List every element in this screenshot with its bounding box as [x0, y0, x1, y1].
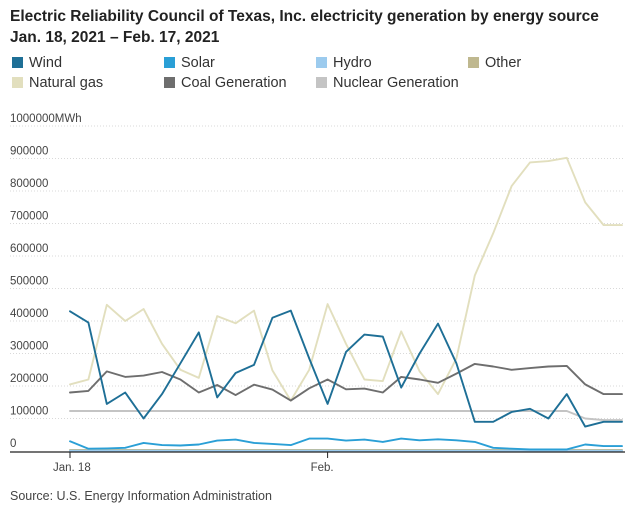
- chart-title: Electric Reliability Council of Texas, I…: [10, 8, 599, 46]
- legend-label-hydro: Hydro: [333, 55, 372, 71]
- legend-item-nuclear: Nuclear Generation: [316, 75, 459, 91]
- y-tick-label: 400000: [10, 308, 48, 320]
- series-line-coal-generation: [69, 362, 623, 402]
- series-line-solar: [69, 437, 623, 451]
- gridlines: [10, 125, 625, 419]
- y-tick-label: 500000: [10, 276, 48, 288]
- legend-label-natural-gas: Natural gas: [29, 75, 104, 91]
- x-tick-label: Jan. 18: [53, 462, 91, 474]
- legend-swatch-natural-gas: [12, 77, 23, 88]
- legend-item-wind: Wind: [12, 55, 62, 71]
- series-lines: [69, 156, 623, 452]
- legend-swatch-coal: [164, 77, 175, 88]
- legend-swatch-wind: [12, 57, 23, 68]
- y-tick-label: 200000: [10, 373, 48, 385]
- y-tick-label: 600000: [10, 243, 48, 255]
- legend-swatch-hydro: [316, 57, 327, 68]
- legend-swatch-solar: [164, 57, 175, 68]
- legend-label-nuclear: Nuclear Generation: [333, 75, 459, 91]
- x-tick-label: Feb.: [311, 462, 334, 474]
- x-axis: Jan. 18 Feb.: [10, 451, 625, 474]
- legend-label-solar: Solar: [181, 55, 215, 71]
- legend-item-coal: Coal Generation: [164, 75, 287, 91]
- series-line-wind: [69, 309, 623, 428]
- series-line-natural-gas: [69, 156, 623, 402]
- legend-swatch-nuclear: [316, 77, 327, 88]
- legend-label-coal: Coal Generation: [181, 75, 287, 91]
- y-tick-label: 300000: [10, 341, 48, 353]
- y-tick-label: 100000: [10, 406, 48, 418]
- y-tick-label: 0: [10, 438, 16, 450]
- legend-label-wind: Wind: [29, 55, 63, 71]
- series-line-nuclear-generation: [69, 410, 623, 422]
- y-tick-label: 800000: [10, 178, 48, 190]
- y-tick-label: 700000: [10, 211, 48, 223]
- y-axis-ticks: 0 100000 200000 300000 400000 500000 600000 700…: [10, 113, 82, 450]
- y-tick-label: 1000000MWh: [10, 113, 82, 125]
- legend-item-natural-gas: Natural gas: [12, 75, 103, 91]
- legend-swatch-other: [468, 57, 479, 68]
- legend-item-solar: Solar: [164, 55, 215, 71]
- y-tick-label: 900000: [10, 146, 48, 158]
- legend-item-other: Other: [468, 55, 521, 71]
- legend-item-hydro: Hydro: [316, 55, 372, 71]
- legend-label-other: Other: [485, 55, 522, 71]
- source-note: Source: U.S. Energy Information Administ…: [10, 489, 272, 503]
